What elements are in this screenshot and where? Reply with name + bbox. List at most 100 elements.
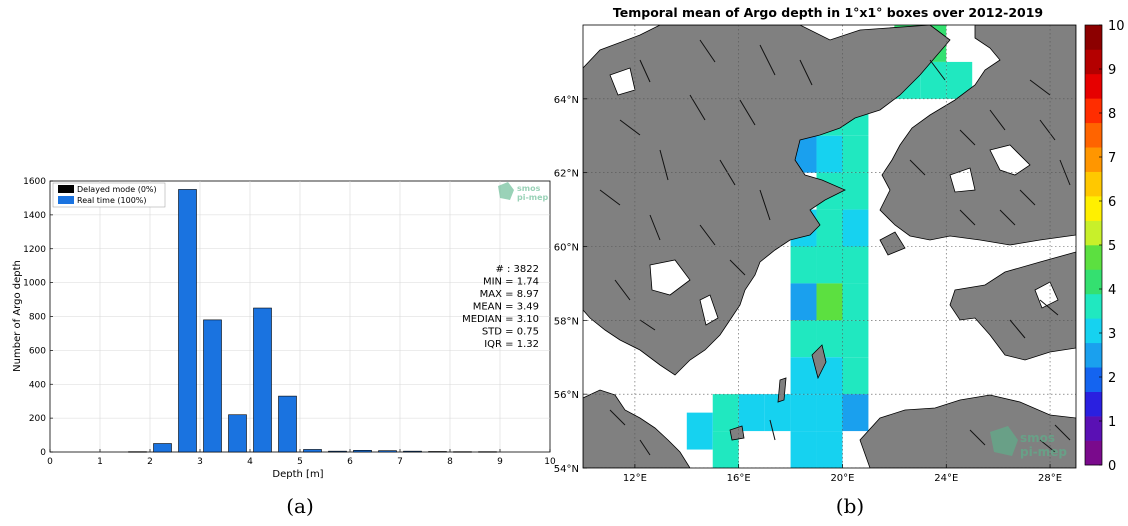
map-watermark-text-2: pi-mep <box>1020 445 1067 459</box>
colorbar-segment <box>1085 220 1102 246</box>
lake-saimaa <box>989 144 1031 176</box>
land-bornholm <box>729 425 745 441</box>
colorbar-segment <box>1085 342 1102 368</box>
x-tick-label: 6 <box>347 457 353 467</box>
heatmap-cell <box>842 320 869 358</box>
river-stroke <box>1059 159 1071 186</box>
lake-peipus <box>1034 281 1059 309</box>
colorbar-segment <box>1085 73 1102 99</box>
bar <box>353 450 372 453</box>
colorbar-tick-label: 5 <box>1108 239 1116 254</box>
heatmap-cell <box>790 394 817 432</box>
panel-label-b: (b) <box>836 494 864 518</box>
river-stroke <box>729 259 746 276</box>
river-stroke <box>649 214 661 241</box>
watermark-text-1: smos <box>517 184 541 193</box>
river-stroke <box>799 59 813 86</box>
river-stroke <box>959 209 976 226</box>
bars <box>128 189 497 453</box>
bar <box>253 307 272 453</box>
colorbar-segment <box>1085 49 1102 75</box>
colorbar-tick-label: 2 <box>1108 371 1116 386</box>
x-tick-label: 7 <box>397 457 403 467</box>
y-tick-label: 1600 <box>23 177 46 187</box>
bar <box>278 395 297 453</box>
stat-line: STD = 0.75 <box>482 327 539 338</box>
heatmap-cell <box>686 412 713 450</box>
y-tick-label: 1000 <box>23 279 46 289</box>
bar <box>228 414 247 453</box>
river-stroke <box>1009 319 1026 339</box>
lake-vattern <box>699 294 719 326</box>
river-stroke <box>909 159 926 176</box>
river-stroke <box>699 224 716 246</box>
land-denmark <box>583 389 691 468</box>
river-stroke <box>699 39 716 63</box>
colorbar-segment <box>1085 293 1102 319</box>
heatmap-cell <box>816 283 843 321</box>
lon-tick-label: 20°E <box>830 473 854 484</box>
stat-line: MIN = 1.74 <box>483 277 539 288</box>
land <box>583 25 1076 468</box>
river-stroke <box>659 149 669 181</box>
heatmap-cell <box>790 357 817 395</box>
lake-vanern <box>649 259 691 296</box>
land-aland <box>879 231 906 256</box>
lon-tick-label: 28°E <box>1038 473 1062 484</box>
heatmap-cell <box>738 394 765 432</box>
y-tick-label: 200 <box>29 414 46 424</box>
river-stroke <box>639 319 656 331</box>
heatmap-cell <box>842 172 869 210</box>
lake-inland-1 <box>949 167 976 193</box>
ticks: 0 1 2 3 4 5 6 7 8 9 10 0 200 400 600 800 1000 1200 1400 160… <box>23 177 556 467</box>
colorbar-segment <box>1085 269 1102 295</box>
colorbar-segment <box>1085 391 1102 417</box>
heatmap-cell <box>790 320 817 358</box>
watermark-logo-icon <box>498 182 514 200</box>
colorbar-segment <box>1085 25 1102 50</box>
x-tick-label: 0 <box>47 457 53 467</box>
river-stroke <box>1039 439 1056 453</box>
bar <box>203 319 222 453</box>
heatmap-cell <box>842 283 869 321</box>
river-stroke <box>1039 119 1056 141</box>
heatmap-cell <box>842 394 869 432</box>
land-gotland <box>811 344 827 380</box>
stat-line: MEAN = 3.49 <box>473 302 539 313</box>
heatmap-cell <box>764 394 791 432</box>
bar <box>128 451 147 453</box>
heatmap-cell <box>816 394 843 432</box>
land-baltics <box>949 251 1076 361</box>
x-axis-label: Depth [m] <box>272 469 323 480</box>
river-stroke <box>1054 424 1071 441</box>
colorbar-segment <box>1085 318 1102 344</box>
legend-swatch-delayed <box>58 185 74 193</box>
heatmap-cell <box>816 135 843 173</box>
panel-label-a: (a) <box>286 494 314 518</box>
x-tick-label: 9 <box>497 457 503 467</box>
colorbar-tick-label: 0 <box>1108 459 1116 474</box>
river-stroke <box>619 119 641 136</box>
y-tick-label: 400 <box>29 380 46 390</box>
lon-tick-label: 24°E <box>934 473 958 484</box>
lat-tick-label: 62°N <box>554 169 579 180</box>
bar <box>428 451 447 453</box>
colorbar-segment <box>1085 245 1102 270</box>
watermark: smos pi-mep <box>498 182 549 202</box>
heatmap-cell <box>842 135 869 173</box>
lat-tick-label: 54°N <box>554 464 579 475</box>
river-stroke <box>989 109 1006 131</box>
lakes <box>609 67 1059 326</box>
heatmap-cell <box>816 431 843 468</box>
river-stroke <box>1039 299 1059 316</box>
colorbar-segment <box>1085 196 1102 221</box>
map-title: Temporal mean of Argo depth in 1°x1° box… <box>613 5 1043 20</box>
map-watermark: smos pi-mep <box>990 426 1067 459</box>
colorbar-segment <box>1085 147 1102 172</box>
map-watermark-text-1: smos <box>1020 431 1055 445</box>
river-stroke <box>969 429 986 446</box>
stat-line: IQR = 1.32 <box>484 339 539 350</box>
x-tick-label: 4 <box>247 457 253 467</box>
map-panel: Temporal mean of Argo depth in 1°x1° box… <box>554 5 1125 518</box>
